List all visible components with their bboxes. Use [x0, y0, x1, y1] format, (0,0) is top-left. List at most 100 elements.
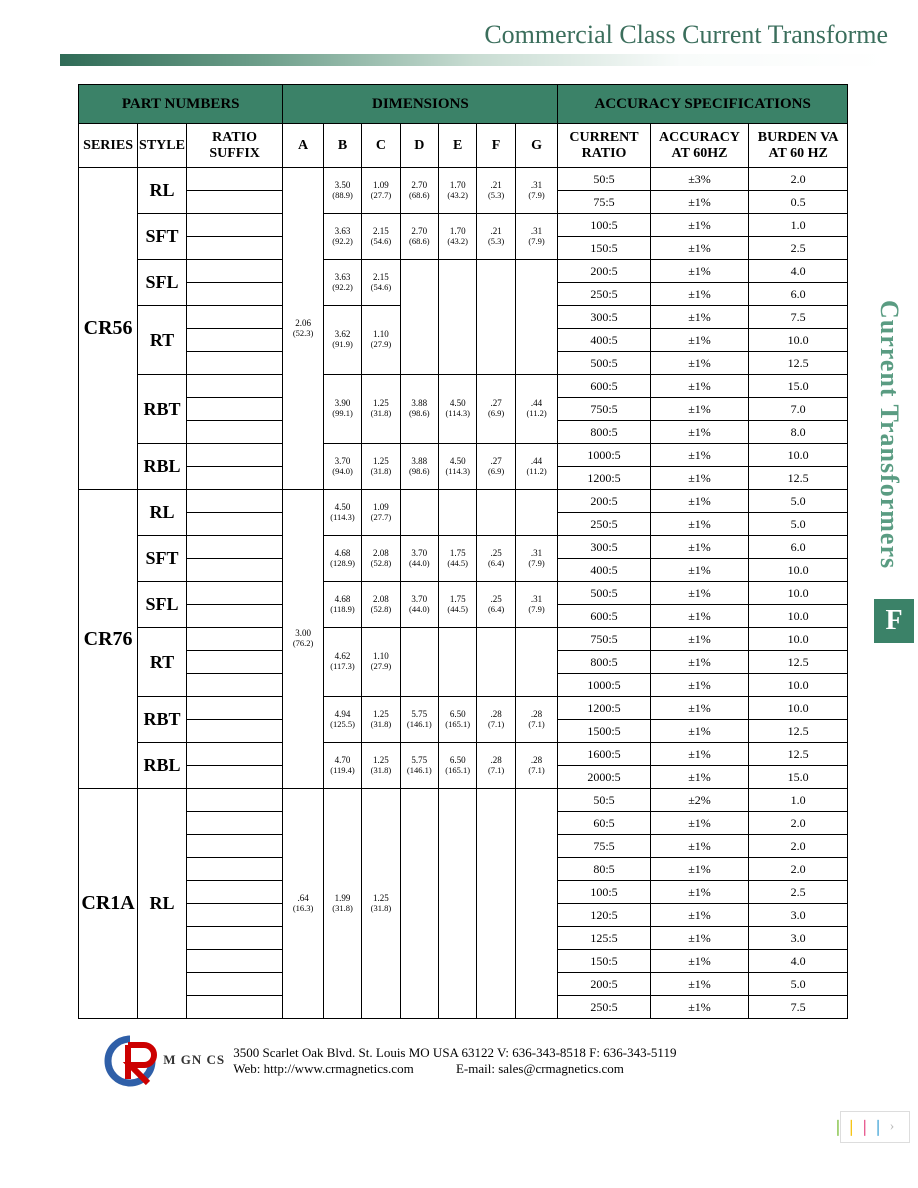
- burden-cell: 5.0: [749, 490, 848, 513]
- dim-a-value: 2.06(52.3): [283, 168, 323, 490]
- dim-value: 2.70(68.6): [400, 168, 438, 214]
- table-row: SFT4.68(128.9)2.08(52.8)3.70(44.0)1.75(4…: [79, 536, 848, 559]
- series-label: CR56: [79, 168, 138, 490]
- current-ratio-cell: 1600:5: [558, 743, 650, 766]
- burden-cell: 12.5: [749, 720, 848, 743]
- dim-value: 4.50(114.3): [439, 375, 477, 444]
- dim-value: 2.08(52.8): [362, 582, 400, 628]
- table-row: RT4.62(117.3)1.10(27.9)750:5±1%10.0: [79, 628, 848, 651]
- table-row: SFL3.63(92.2)2.15(54.6)200:5±1%4.0: [79, 260, 848, 283]
- footer-web[interactable]: http://www.crmagnetics.com: [264, 1061, 414, 1076]
- current-ratio-cell: 1200:5: [558, 467, 650, 490]
- hdr-part-numbers: PART NUMBERS: [79, 85, 283, 124]
- accuracy-cell: ±1%: [650, 858, 749, 881]
- accuracy-cell: ±1%: [650, 214, 749, 237]
- hdr-accuracy: ACCURACY SPECIFICATIONS: [558, 85, 848, 124]
- side-label: Current Transformers: [874, 300, 904, 569]
- dim-value: 3.88(98.6): [400, 375, 438, 444]
- style-label: SFT: [138, 214, 187, 260]
- dim-value: .28(7.1): [515, 697, 558, 743]
- dim-blank: [477, 789, 515, 1019]
- current-ratio-cell: 60:5: [558, 812, 650, 835]
- burden-cell: 10.0: [749, 444, 848, 467]
- burden-cell: 7.5: [749, 996, 848, 1019]
- dim-value: .31(7.9): [515, 214, 558, 260]
- burden-cell: 10.0: [749, 628, 848, 651]
- burden-cell: 1.0: [749, 789, 848, 812]
- current-ratio-cell: 50:5: [558, 168, 650, 191]
- current-ratio-cell: 500:5: [558, 582, 650, 605]
- ratio-suffix-cell: [186, 766, 283, 789]
- dim-value: 1.70(43.2): [439, 214, 477, 260]
- cr-logo-icon: [100, 1031, 160, 1091]
- series-label: CR76: [79, 490, 138, 789]
- dim-value: 4.62(117.3): [323, 628, 361, 697]
- hdr-dim-e: E: [439, 124, 477, 168]
- dim-a-value: .64(16.3): [283, 789, 323, 1019]
- accuracy-cell: ±1%: [650, 260, 749, 283]
- table-row: CR76RL3.00(76.2)4.50(114.3)1.09(27.7)200…: [79, 490, 848, 513]
- dim-blank: [515, 628, 558, 697]
- footer-web-label: Web:: [233, 1061, 260, 1076]
- ratio-suffix-cell: [186, 398, 283, 421]
- dim-blank: [400, 628, 438, 697]
- hdr-style: STYLE: [138, 124, 187, 168]
- nav-next-button[interactable]: ›: [875, 1112, 909, 1142]
- ratio-suffix-cell: [186, 490, 283, 513]
- dim-blank: [400, 260, 438, 375]
- current-ratio-cell: 250:5: [558, 513, 650, 536]
- style-label: RBL: [138, 743, 187, 789]
- ratio-suffix-cell: [186, 950, 283, 973]
- current-ratio-cell: 800:5: [558, 651, 650, 674]
- table-row: CR56RL2.06(52.3)3.50(88.9)1.09(27.7)2.70…: [79, 168, 848, 191]
- dim-value: 2.70(68.6): [400, 214, 438, 260]
- dim-blank: [439, 490, 477, 536]
- accuracy-cell: ±1%: [650, 513, 749, 536]
- ratio-suffix-cell: [186, 720, 283, 743]
- footer-email[interactable]: sales@crmagnetics.com: [498, 1061, 624, 1076]
- nav-logo-icon[interactable]: ❘❘❘❘: [841, 1112, 875, 1142]
- ratio-suffix-cell: [186, 421, 283, 444]
- dim-blank: [515, 490, 558, 536]
- style-label: SFL: [138, 260, 187, 306]
- page-title: Commercial Class Current Transforme: [60, 20, 888, 50]
- dim-value: .28(7.1): [477, 743, 515, 789]
- ratio-suffix-cell: [186, 812, 283, 835]
- ratio-suffix-cell: [186, 329, 283, 352]
- dim-value: 1.75(44.5): [439, 582, 477, 628]
- accuracy-cell: ±1%: [650, 927, 749, 950]
- burden-cell: 12.5: [749, 743, 848, 766]
- ratio-suffix-cell: [186, 444, 283, 467]
- brand-logo: M GN CS: [100, 1031, 230, 1091]
- hdr-dim-g: G: [515, 124, 558, 168]
- dim-value: .31(7.9): [515, 168, 558, 214]
- dim-value: 3.50(88.9): [323, 168, 361, 214]
- dim-value: .27(6.9): [477, 444, 515, 490]
- table-row: RBL4.70(119.4)1.25(31.8)5.75(146.1)6.50(…: [79, 743, 848, 766]
- accuracy-cell: ±3%: [650, 168, 749, 191]
- accuracy-cell: ±1%: [650, 973, 749, 996]
- table-row: CR1ARL.64(16.3)1.99(31.8)1.25(31.8)50:5±…: [79, 789, 848, 812]
- hdr-ratio-suffix: RATIO SUFFIX: [186, 124, 283, 168]
- ratio-suffix-cell: [186, 237, 283, 260]
- footer: M GN CS 3500 Scarlet Oak Blvd. St. Louis…: [100, 1031, 888, 1091]
- hdr-series: SERIES: [79, 124, 138, 168]
- burden-cell: 12.5: [749, 467, 848, 490]
- style-label: RL: [138, 789, 187, 1019]
- dim-blank: [439, 789, 477, 1019]
- ratio-suffix-cell: [186, 375, 283, 398]
- accuracy-cell: ±1%: [650, 536, 749, 559]
- dim-value: 6.50(165.1): [439, 743, 477, 789]
- dim-value: .21(5.3): [477, 168, 515, 214]
- current-ratio-cell: 150:5: [558, 237, 650, 260]
- ratio-suffix-cell: [186, 306, 283, 329]
- dim-value: .31(7.9): [515, 536, 558, 582]
- dim-blank: [515, 789, 558, 1019]
- burden-cell: 2.0: [749, 835, 848, 858]
- ratio-suffix-cell: [186, 168, 283, 191]
- ratio-suffix-cell: [186, 191, 283, 214]
- accuracy-cell: ±1%: [650, 467, 749, 490]
- current-ratio-cell: 1000:5: [558, 444, 650, 467]
- ratio-suffix-cell: [186, 881, 283, 904]
- ratio-suffix-cell: [186, 283, 283, 306]
